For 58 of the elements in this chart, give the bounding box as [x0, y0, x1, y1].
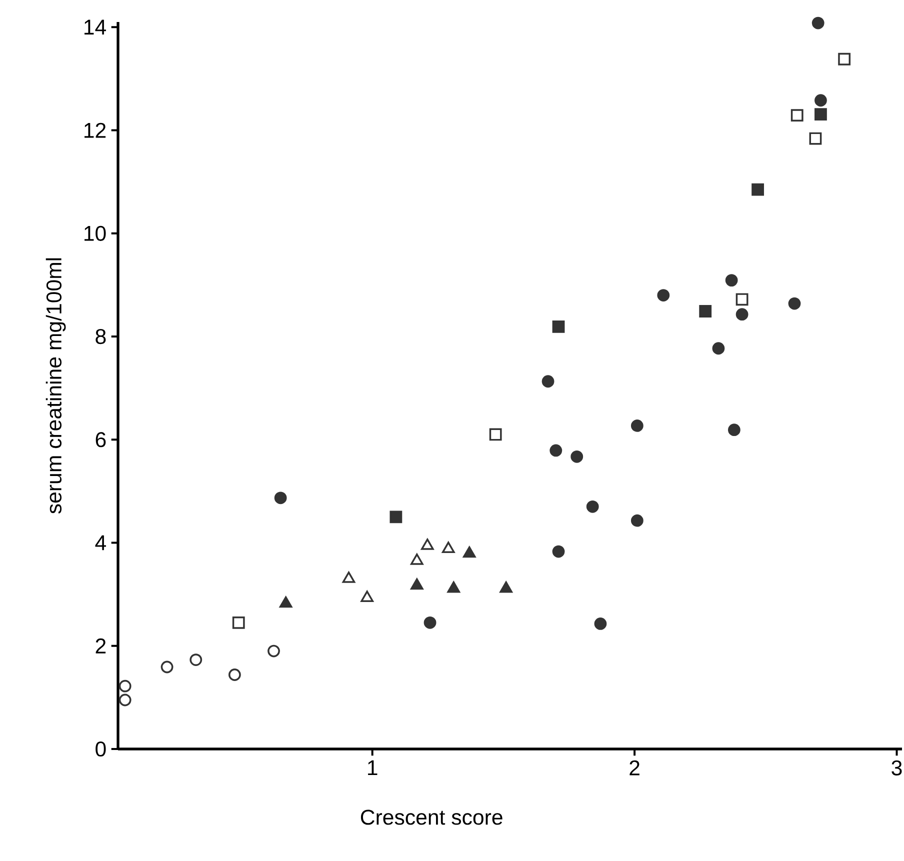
point [814, 94, 827, 107]
point [268, 644, 280, 658]
point [728, 424, 740, 436]
y-tick-label: 8 [96, 328, 106, 344]
y-tick-label: 6 [96, 432, 106, 448]
point [420, 538, 434, 550]
point [228, 668, 241, 681]
point [788, 297, 801, 310]
y-tick-label: 0 [96, 741, 106, 757]
point [752, 183, 764, 196]
point [500, 581, 512, 593]
point [725, 274, 738, 287]
point [838, 52, 851, 66]
point [736, 308, 748, 321]
point [410, 578, 424, 590]
point [712, 342, 725, 355]
point [442, 542, 455, 554]
point [552, 545, 565, 558]
point [790, 109, 804, 122]
y-tick-label: 10 [84, 226, 106, 241]
y-tick-label: 12 [84, 122, 106, 138]
x-tick-label: 3 [892, 760, 902, 776]
point [489, 428, 502, 441]
point [594, 617, 607, 630]
point [586, 500, 599, 513]
point [410, 554, 424, 565]
y-tick-label: 2 [96, 638, 106, 654]
point [462, 546, 476, 558]
point [232, 616, 245, 629]
point [274, 492, 287, 504]
x-tick-label: 2 [630, 760, 640, 776]
point [542, 375, 554, 388]
point [550, 444, 562, 457]
point [809, 132, 822, 145]
y-axis-title: serum creatinine mg/100ml [46, 258, 66, 514]
point [360, 590, 374, 602]
point [699, 305, 712, 318]
point [552, 320, 565, 333]
point [447, 581, 460, 593]
point [118, 694, 132, 706]
point [814, 108, 827, 120]
point [424, 616, 436, 629]
x-axis-title: Crescent score [360, 810, 502, 825]
x-tick-label: 1 [368, 760, 378, 776]
y-tick-label: 14 [84, 20, 106, 34]
point [342, 572, 356, 583]
y-tick-label: 4 [95, 535, 106, 550]
point [279, 596, 292, 608]
point [630, 514, 644, 527]
point [630, 420, 644, 432]
point [160, 660, 174, 674]
point [390, 510, 402, 524]
point [570, 450, 584, 463]
point [118, 680, 132, 692]
point [657, 289, 670, 302]
point [736, 293, 748, 306]
point [812, 16, 824, 30]
point [190, 654, 202, 666]
